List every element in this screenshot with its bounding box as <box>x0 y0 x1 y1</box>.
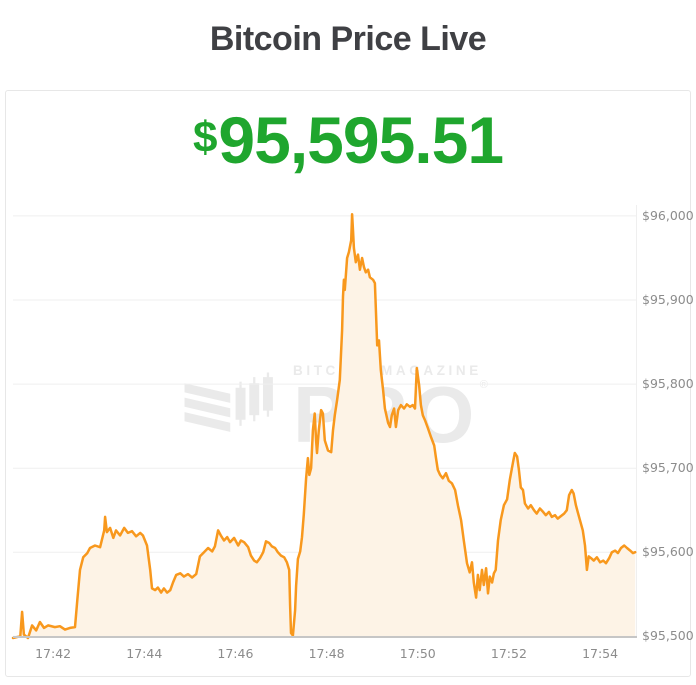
x-tick-label: 17:46 <box>217 646 254 661</box>
y-tick-label: $95,800 <box>642 376 694 392</box>
y-tick-label: $95,600 <box>642 544 694 560</box>
y-tick-label: $95,900 <box>642 292 694 307</box>
x-tick-label: 17:44 <box>126 646 163 661</box>
x-tick-label: 17:54 <box>582 646 619 661</box>
y-tick-label: $95,500 <box>642 628 694 644</box>
price-chart-card: $95,595.51 <box>5 90 694 677</box>
live-price: $95,595.51 <box>6 103 690 179</box>
y-tick-label: $95,700 <box>642 460 694 476</box>
x-tick-label: 17:42 <box>35 646 72 661</box>
x-tick-label: 17:52 <box>490 646 527 661</box>
price-value: 95,595.51 <box>218 103 504 177</box>
currency-symbol: $ <box>192 113 218 162</box>
y-tick-label: $96,000 <box>642 207 694 223</box>
x-tick-label: 17:50 <box>399 646 436 661</box>
price-chart-area: BITCOIN MAGAZINE PRO ® $96,000$95,900$95… <box>11 205 694 661</box>
price-line-chart[interactable] <box>11 205 637 640</box>
page-title: Bitcoin Price Live <box>209 20 487 58</box>
x-tick-label: 17:48 <box>308 646 345 661</box>
